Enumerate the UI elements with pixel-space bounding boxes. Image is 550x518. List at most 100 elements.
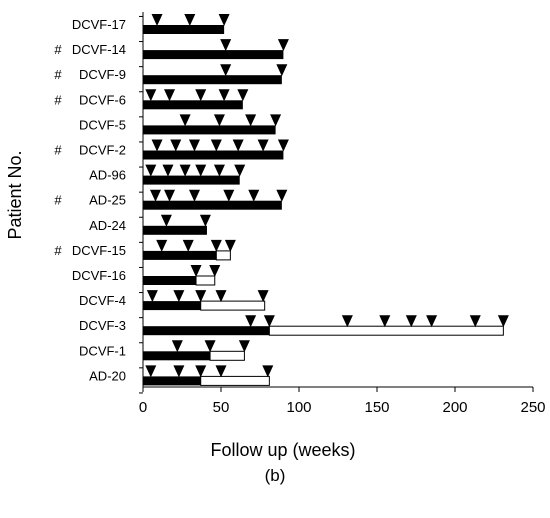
time-marker bbox=[179, 164, 191, 177]
time-marker bbox=[257, 139, 269, 152]
hash-mark: # bbox=[54, 92, 62, 107]
time-marker bbox=[145, 365, 157, 378]
hash-mark: # bbox=[54, 143, 62, 158]
x-tick-label: 100 bbox=[286, 399, 311, 416]
time-marker bbox=[173, 365, 185, 378]
x-tick-label: 0 bbox=[139, 399, 147, 416]
patient-label: DCVF-5 bbox=[79, 117, 126, 132]
time-marker bbox=[245, 114, 257, 127]
time-marker bbox=[270, 114, 282, 127]
patient-label: DCVF-3 bbox=[79, 318, 126, 333]
filled-bar bbox=[143, 276, 197, 285]
filled-bar bbox=[143, 50, 284, 60]
time-marker bbox=[195, 290, 207, 303]
time-marker bbox=[220, 64, 232, 77]
time-marker bbox=[195, 365, 207, 378]
filled-bar bbox=[143, 125, 276, 135]
time-marker bbox=[215, 290, 227, 303]
time-marker bbox=[277, 139, 289, 152]
time-marker bbox=[190, 265, 202, 277]
x-axis-label: Follow up (weeks) bbox=[210, 440, 355, 460]
row-ad-20: AD-20 bbox=[89, 365, 274, 386]
open-bar bbox=[200, 300, 266, 311]
patient-label: DCVF-1 bbox=[79, 343, 126, 358]
time-marker bbox=[497, 315, 509, 328]
time-marker bbox=[426, 315, 438, 328]
time-marker bbox=[184, 14, 196, 26]
time-marker bbox=[224, 239, 236, 252]
open-bar bbox=[200, 375, 270, 386]
time-marker bbox=[179, 114, 191, 127]
filled-bar bbox=[143, 301, 201, 311]
time-marker bbox=[237, 89, 249, 102]
time-marker bbox=[195, 89, 207, 102]
x-tick-label: 250 bbox=[520, 399, 545, 416]
row-dcvf-9: DCVF-9 # bbox=[54, 64, 288, 85]
patient-label: DCVF-9 bbox=[79, 67, 126, 82]
open-bar bbox=[268, 325, 504, 336]
chart-axes: 0 50 100 150 200 250 bbox=[139, 12, 546, 416]
hash-mark: # bbox=[54, 243, 62, 258]
patient-label: DCVF-14 bbox=[72, 42, 126, 57]
row-dcvf-4: DCVF-4 bbox=[79, 290, 269, 311]
time-marker bbox=[199, 214, 211, 227]
time-marker bbox=[164, 189, 176, 202]
time-marker bbox=[149, 189, 161, 202]
patient-label: AD-20 bbox=[89, 368, 126, 383]
patient-label: DCVF-2 bbox=[79, 143, 126, 158]
filled-bar bbox=[143, 25, 225, 34]
x-tick-label: 50 bbox=[213, 399, 230, 416]
patient-label: DCVF-17 bbox=[72, 17, 126, 32]
row-dcvf-14: DCVF-14 # bbox=[54, 39, 289, 60]
chart: DCVF-17 DCVF-14 # DCVF-9 # DCVF-6 # DCVF-5 DCVF-… bbox=[5, 12, 546, 460]
time-marker bbox=[215, 365, 227, 378]
time-marker bbox=[262, 365, 274, 378]
patient-label: AD-24 bbox=[89, 218, 126, 233]
row-dcvf-15: DCVF-15 # bbox=[54, 239, 236, 261]
time-marker bbox=[220, 39, 232, 52]
time-marker bbox=[210, 239, 222, 252]
row-ad-96: AD-96 bbox=[89, 164, 246, 185]
filled-bar bbox=[143, 200, 282, 210]
time-marker bbox=[146, 290, 158, 303]
time-marker bbox=[218, 14, 230, 26]
time-marker bbox=[213, 114, 225, 127]
time-marker bbox=[151, 139, 163, 152]
chart-rows: DCVF-17 DCVF-14 # DCVF-9 # DCVF-6 # DCVF-5 DCVF-… bbox=[54, 14, 509, 386]
time-marker bbox=[188, 189, 200, 202]
filled-bar bbox=[143, 376, 201, 386]
time-marker bbox=[232, 139, 244, 152]
filled-bar bbox=[143, 150, 284, 160]
time-marker bbox=[405, 315, 417, 328]
time-marker bbox=[248, 189, 260, 202]
filled-bar bbox=[143, 326, 270, 336]
time-marker bbox=[213, 164, 225, 177]
x-tick-label: 150 bbox=[364, 399, 389, 416]
hash-mark: # bbox=[54, 193, 62, 208]
row-dcvf-6: DCVF-6 # bbox=[54, 89, 249, 110]
hash-mark: # bbox=[54, 67, 62, 82]
time-marker bbox=[276, 64, 288, 77]
patient-label: DCVF-15 bbox=[72, 243, 126, 258]
patient-label: DCVF-6 bbox=[79, 92, 126, 107]
patient-label: DCVF-4 bbox=[79, 293, 126, 308]
open-bar bbox=[195, 275, 216, 286]
filled-bar bbox=[143, 175, 240, 185]
time-marker bbox=[195, 164, 207, 177]
row-dcvf-17: DCVF-17 bbox=[72, 14, 230, 34]
time-marker bbox=[170, 139, 182, 152]
filled-bar bbox=[143, 351, 211, 361]
time-marker bbox=[173, 290, 185, 303]
time-marker bbox=[277, 39, 289, 52]
time-marker bbox=[238, 340, 250, 353]
row-dcvf-2: DCVF-2 # bbox=[54, 139, 289, 160]
time-marker bbox=[151, 14, 163, 26]
patient-label: DCVF-16 bbox=[72, 268, 126, 283]
filled-bar bbox=[143, 225, 207, 235]
row-dcvf-1: DCVF-1 bbox=[79, 340, 250, 361]
time-marker bbox=[276, 189, 288, 202]
filled-bar bbox=[143, 75, 282, 85]
patient-label: AD-96 bbox=[89, 168, 126, 183]
time-marker bbox=[210, 139, 222, 152]
open-bar bbox=[215, 250, 231, 261]
